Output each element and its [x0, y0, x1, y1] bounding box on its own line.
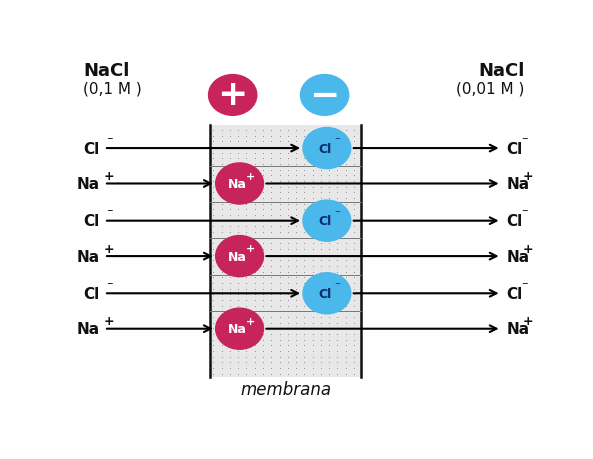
Text: Na: Na	[76, 321, 100, 336]
Text: +: +	[246, 316, 255, 326]
Text: Na: Na	[506, 321, 529, 336]
Bar	[210, 126, 361, 377]
Text: ⁻: ⁻	[521, 134, 528, 147]
Ellipse shape	[301, 75, 349, 116]
Text: Na: Na	[76, 177, 100, 191]
Text: ⁻: ⁻	[334, 208, 340, 218]
Text: +: +	[522, 242, 533, 255]
Text: +: +	[104, 242, 114, 255]
Text: NaCl: NaCl	[478, 62, 524, 80]
Text: ⁻: ⁻	[107, 280, 113, 292]
Text: Cl: Cl	[506, 286, 522, 301]
Text: Cl: Cl	[318, 287, 331, 300]
Text: ⁻: ⁻	[334, 281, 340, 291]
Text: +: +	[246, 244, 255, 254]
Text: (0,1 M ): (0,1 M )	[83, 81, 142, 96]
Text: Na: Na	[506, 249, 529, 264]
Text: membrana: membrana	[240, 380, 331, 398]
Text: Cl: Cl	[506, 214, 522, 229]
Ellipse shape	[209, 75, 257, 116]
Text: Na: Na	[228, 323, 247, 336]
Text: (0,01 M ): (0,01 M )	[456, 81, 524, 96]
Text: Cl: Cl	[506, 141, 522, 156]
Text: Na: Na	[76, 249, 100, 264]
Text: ⁻: ⁻	[521, 207, 528, 220]
Text: Cl: Cl	[318, 215, 331, 228]
Ellipse shape	[216, 236, 263, 277]
Ellipse shape	[216, 163, 263, 205]
Text: ⁻: ⁻	[107, 134, 113, 147]
Text: ⁻: ⁻	[334, 136, 340, 146]
Text: Cl: Cl	[83, 214, 100, 229]
Ellipse shape	[216, 308, 263, 349]
Ellipse shape	[303, 201, 351, 242]
Text: Na: Na	[228, 250, 247, 263]
Text: +: +	[522, 170, 533, 183]
Ellipse shape	[303, 273, 351, 314]
Text: Na: Na	[506, 177, 529, 191]
Ellipse shape	[303, 128, 351, 169]
Text: NaCl: NaCl	[83, 62, 130, 80]
Text: Na: Na	[228, 178, 247, 190]
Text: Cl: Cl	[83, 141, 100, 156]
Text: +: +	[104, 170, 114, 183]
Text: Cl: Cl	[83, 286, 100, 301]
Text: +: +	[246, 171, 255, 181]
Text: +: +	[522, 315, 533, 328]
Text: ⁻: ⁻	[107, 207, 113, 220]
Text: −: −	[310, 79, 340, 113]
Text: +: +	[218, 78, 248, 112]
Text: ⁻: ⁻	[521, 280, 528, 292]
Text: +: +	[104, 315, 114, 328]
Text: Cl: Cl	[318, 142, 331, 155]
